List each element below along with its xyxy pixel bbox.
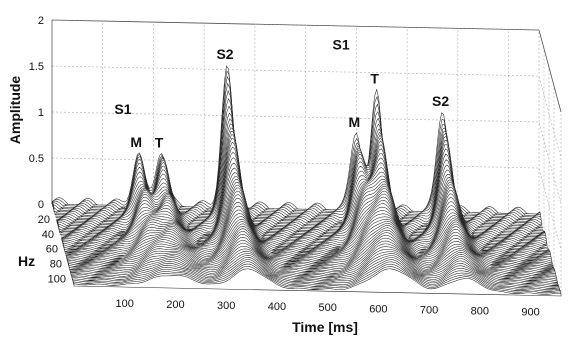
frequency-tick-label: 100 <box>48 274 66 286</box>
peak-label: S2 <box>432 93 449 109</box>
frequency-tick-label: 80 <box>50 259 62 271</box>
time-tick-label: 400 <box>268 301 286 313</box>
frequency-trace <box>73 268 562 297</box>
peak-label: M <box>349 114 361 130</box>
amplitude-tick-label: 1.5 <box>29 61 44 73</box>
amplitude-axis-title: Amplitude <box>7 76 23 145</box>
sound-annotation: S1 <box>114 101 131 117</box>
amplitude-tick-label: 1 <box>38 107 44 119</box>
frequency-tick-label: 20 <box>38 214 50 226</box>
frequency-tick-label: 40 <box>42 229 54 241</box>
time-axis-title: Time [ms] <box>292 319 358 335</box>
amplitude-gridline <box>51 19 562 113</box>
peak-label: T <box>155 135 164 151</box>
peak-label: T <box>370 71 379 87</box>
frequency-trace <box>52 75 541 218</box>
chart-ticks: 0 0.5 1 1.5 2 100 200 300 400 500 600 700 800 900 20 40… <box>29 15 540 318</box>
frequency-trace <box>51 65 540 215</box>
time-tick-label: 600 <box>369 303 387 315</box>
axis-frame-edge <box>538 29 562 113</box>
frequency-trace <box>72 261 561 292</box>
frequency-axis-title: Hz <box>18 253 35 269</box>
time-tick-label: 800 <box>471 305 489 317</box>
axis-frame-edge <box>51 19 540 31</box>
chart-traces <box>51 65 562 297</box>
time-tick-label: 500 <box>318 302 336 314</box>
time-tick-label: 200 <box>166 299 184 311</box>
time-tick-label: 700 <box>420 304 438 316</box>
frequency-tick-label: 60 <box>46 244 58 256</box>
frequency-trace <box>54 105 542 224</box>
amplitude-tick-label: 0 <box>38 199 44 211</box>
time-tick-label: 900 <box>521 306 539 318</box>
amplitude-tick-label: 0.5 <box>29 153 44 165</box>
time-tick-label: 300 <box>217 300 235 312</box>
peak-label: S2 <box>216 46 233 62</box>
chart-grid <box>51 19 562 297</box>
amplitude-tick-label: 2 <box>38 15 44 27</box>
peak-label: M <box>130 134 142 150</box>
amplitude-gridline <box>51 111 562 205</box>
frequency-trace <box>52 70 540 216</box>
sound-annotation: S1 <box>332 37 349 53</box>
time-tick-label: 100 <box>116 298 134 310</box>
